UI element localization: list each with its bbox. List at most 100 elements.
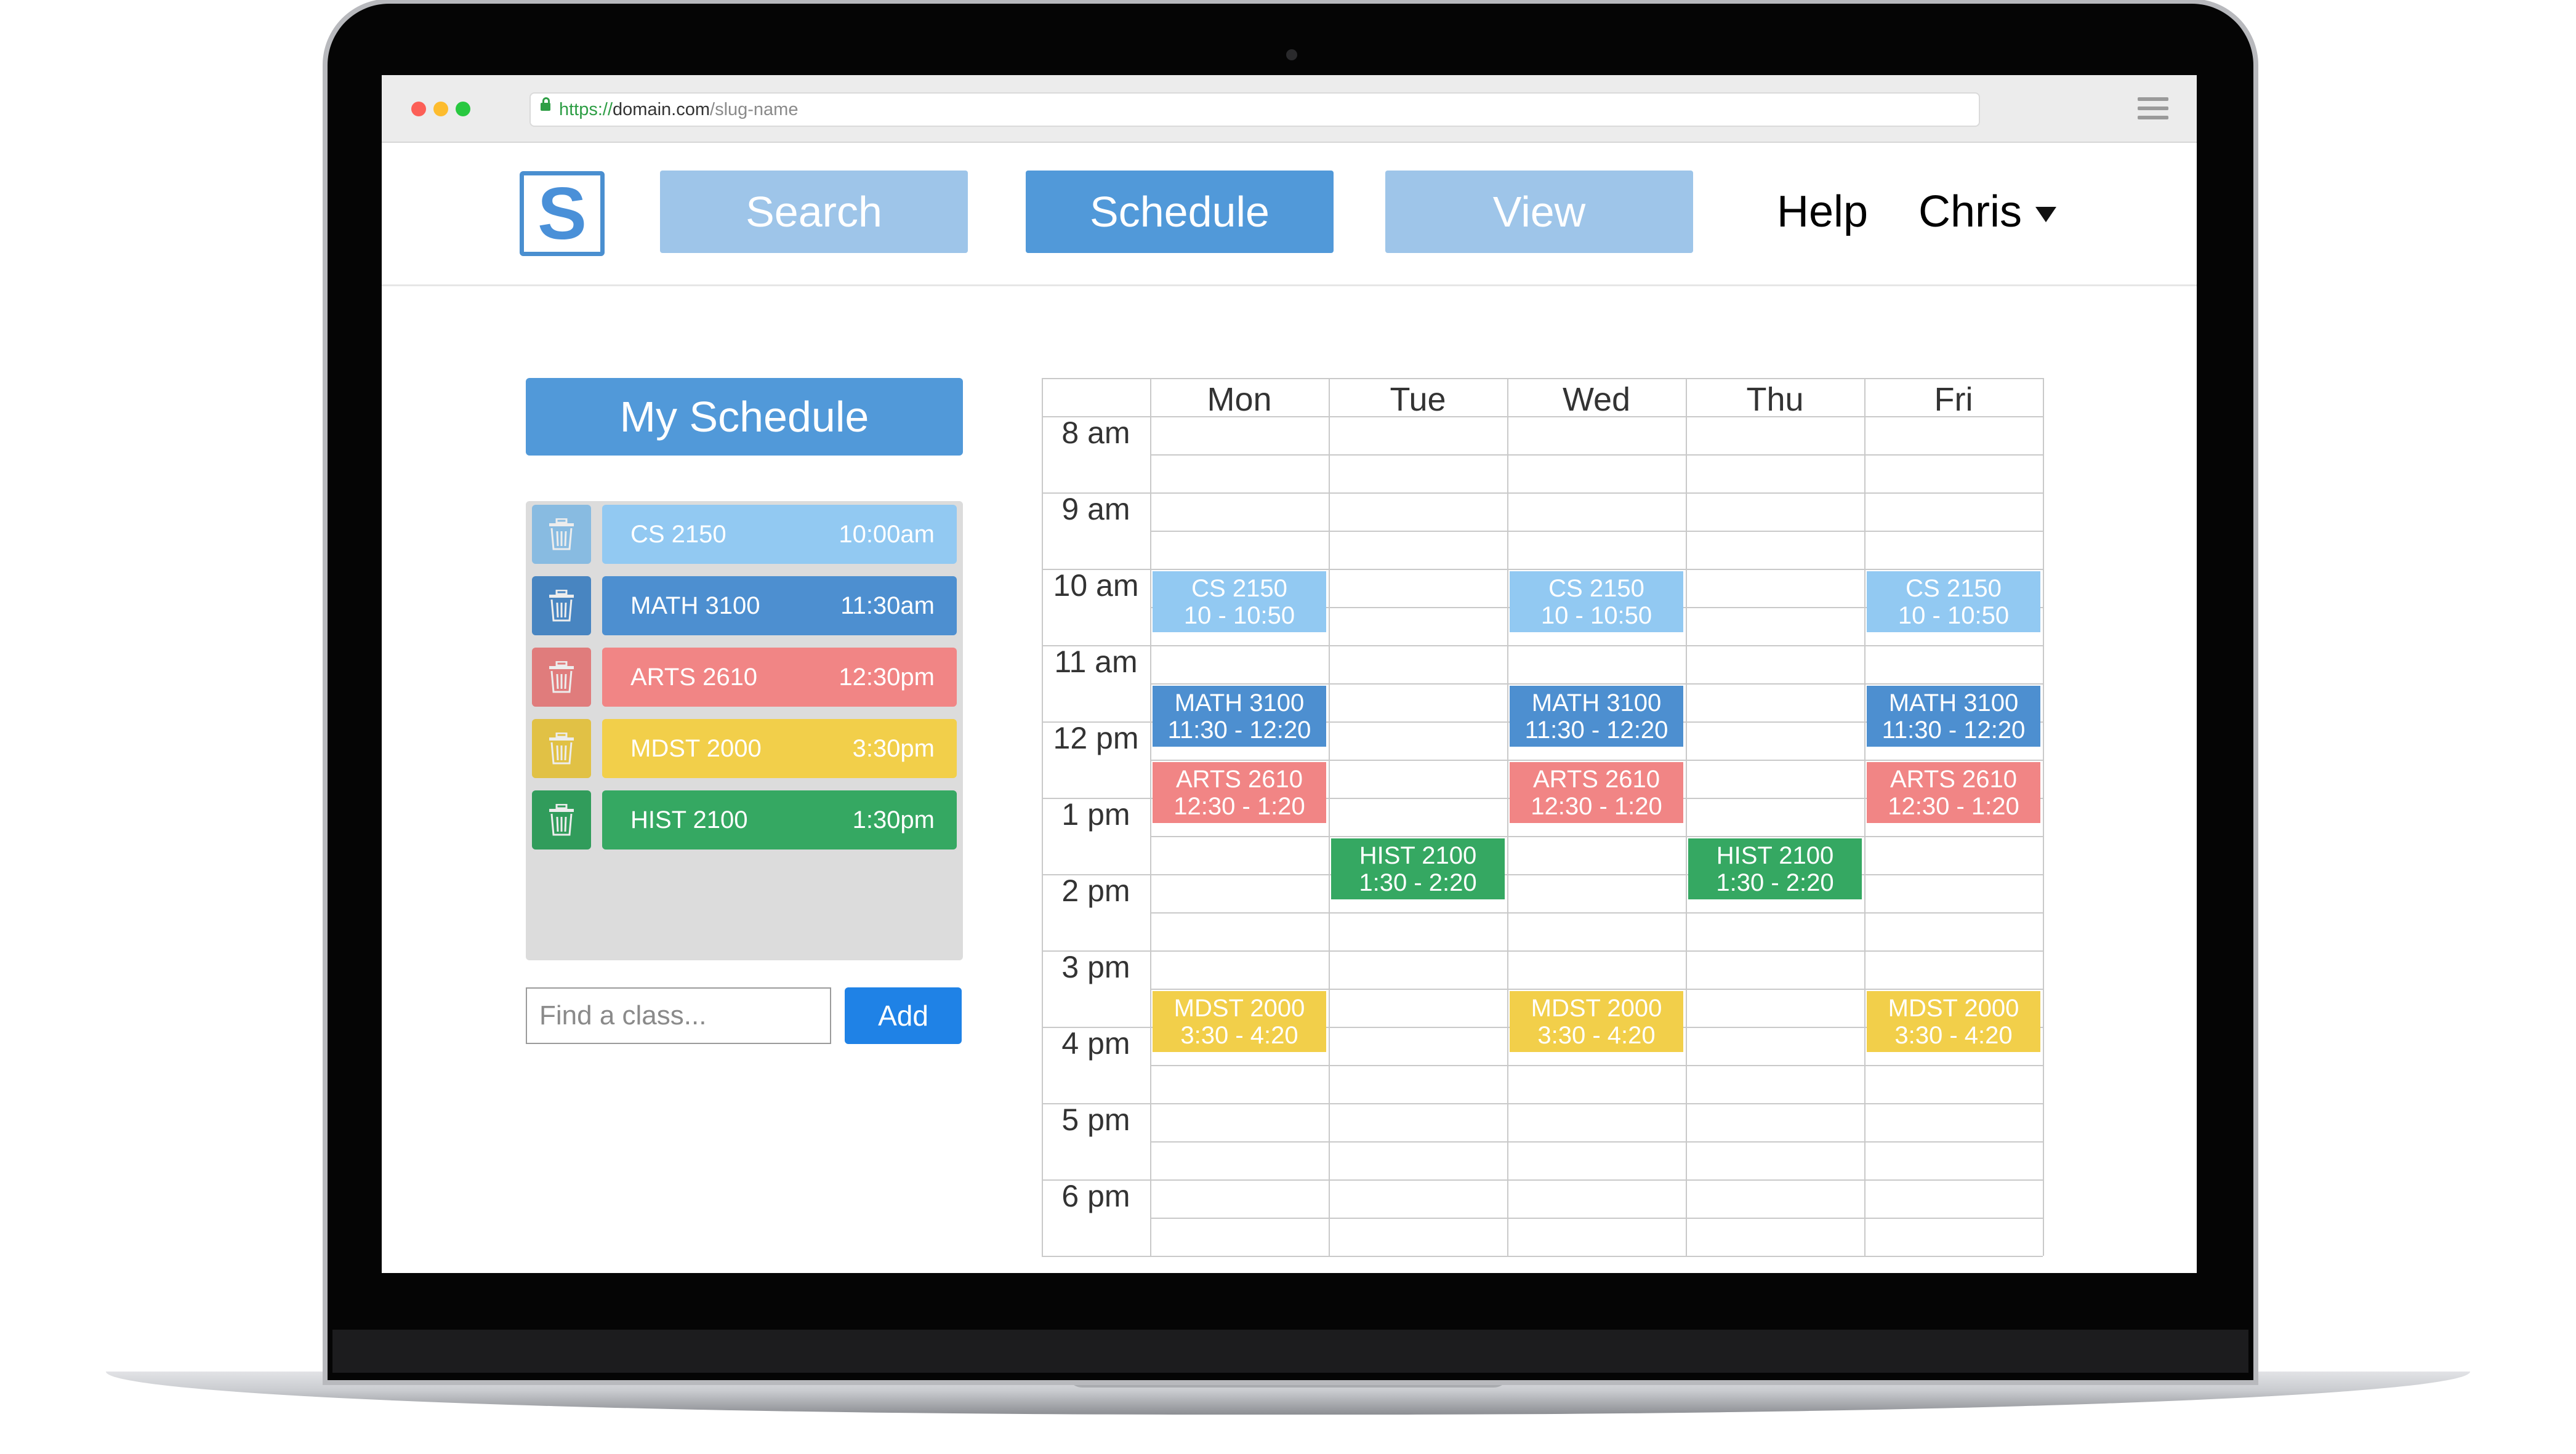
grid-line bbox=[1150, 683, 2043, 685]
hour-label: 8 am bbox=[1061, 416, 1130, 450]
nav-search-button[interactable]: Search bbox=[660, 171, 968, 253]
grid-line bbox=[1150, 1065, 2043, 1066]
screen: https://domain.com/slug-name S Search Sc… bbox=[382, 75, 2197, 1273]
grid-line bbox=[1150, 531, 2043, 532]
event-time: 11:30 - 12:20 bbox=[1882, 717, 2026, 744]
calendar-event[interactable]: HIST 2100 1:30 - 2:20 bbox=[1688, 838, 1862, 899]
calendar-event[interactable]: ARTS 2610 12:30 - 1:20 bbox=[1153, 762, 1326, 823]
user-name: Chris bbox=[1918, 187, 2023, 236]
event-course: MDST 2000 bbox=[1173, 995, 1305, 1022]
calendar-event[interactable]: MDST 2000 3:30 - 4:20 bbox=[1153, 991, 1326, 1052]
event-course: ARTS 2610 bbox=[1532, 766, 1660, 793]
event-course: ARTS 2610 bbox=[1175, 766, 1303, 793]
class-list: CS 2150 10:00am MATH 3100 11:30am ARTS 2610 1… bbox=[526, 501, 963, 960]
event-time: 12:30 - 1:20 bbox=[1173, 793, 1305, 820]
add-button[interactable]: Add bbox=[845, 987, 962, 1044]
class-row: MATH 3100 11:30am bbox=[532, 576, 957, 635]
calendar-event[interactable]: ARTS 2610 12:30 - 1:20 bbox=[1867, 762, 2040, 823]
delete-class-button[interactable] bbox=[532, 505, 591, 564]
calendar-event[interactable]: MDST 2000 3:30 - 4:20 bbox=[1510, 991, 1683, 1052]
nav-schedule-button[interactable]: Schedule bbox=[1026, 171, 1334, 253]
grid-line bbox=[1150, 1218, 2043, 1219]
delete-class-button[interactable] bbox=[532, 576, 591, 635]
class-row: HIST 2100 1:30pm bbox=[532, 790, 957, 850]
class-name: CS 2150 bbox=[630, 521, 727, 548]
grid-line bbox=[1864, 378, 1866, 1256]
grid-line bbox=[1042, 416, 2043, 417]
calendar-event[interactable]: MATH 3100 11:30 - 12:20 bbox=[1867, 686, 2040, 747]
day-header: Mon bbox=[1207, 381, 1272, 418]
menu-icon[interactable] bbox=[2138, 97, 2168, 119]
hour-label: 12 pm bbox=[1053, 721, 1139, 755]
close-window-icon[interactable] bbox=[411, 102, 426, 116]
url-domain: domain.com bbox=[613, 100, 710, 119]
event-course: HIST 2100 bbox=[1359, 842, 1477, 869]
caret-down-icon bbox=[2035, 207, 2057, 223]
grid-line bbox=[1042, 492, 2043, 494]
camera-icon bbox=[1286, 49, 1297, 60]
calendar-event[interactable]: CS 2150 10 - 10:50 bbox=[1510, 571, 1683, 632]
calendar-event[interactable]: MATH 3100 11:30 - 12:20 bbox=[1153, 686, 1326, 747]
grid-line bbox=[1042, 378, 1043, 1256]
class-name: MDST 2000 bbox=[630, 735, 762, 762]
minimize-window-icon[interactable] bbox=[433, 102, 448, 116]
calendar-event[interactable]: CS 2150 10 - 10:50 bbox=[1153, 571, 1326, 632]
class-row: ARTS 2610 12:30pm bbox=[532, 648, 957, 707]
help-link[interactable]: Help bbox=[1777, 187, 1869, 236]
event-time: 10 - 10:50 bbox=[1540, 602, 1652, 629]
grid-line bbox=[1150, 989, 2043, 990]
day-header: Tue bbox=[1390, 381, 1446, 418]
day-header: Wed bbox=[1562, 381, 1631, 418]
class-name: ARTS 2610 bbox=[630, 664, 758, 691]
day-header: Thu bbox=[1746, 381, 1804, 418]
class-time: 10:00am bbox=[839, 521, 935, 548]
calendar-event[interactable]: HIST 2100 1:30 - 2:20 bbox=[1331, 838, 1505, 899]
calendar-event[interactable]: MATH 3100 11:30 - 12:20 bbox=[1510, 686, 1683, 747]
nav-view-button[interactable]: View bbox=[1385, 171, 1693, 253]
grid-line bbox=[1686, 378, 1687, 1256]
class-item[interactable]: MATH 3100 11:30am bbox=[602, 576, 957, 635]
hour-label: 11 am bbox=[1054, 645, 1138, 679]
grid-line bbox=[1042, 378, 2043, 379]
event-time: 1:30 - 2:20 bbox=[1716, 869, 1834, 896]
class-name: MATH 3100 bbox=[630, 592, 760, 619]
maximize-window-icon[interactable] bbox=[456, 102, 470, 116]
find-class-input[interactable] bbox=[526, 987, 831, 1044]
address-bar[interactable]: https://domain.com/slug-name bbox=[529, 92, 1980, 127]
delete-class-button[interactable] bbox=[532, 648, 591, 707]
calendar-event[interactable]: CS 2150 10 - 10:50 bbox=[1867, 571, 2040, 632]
event-time: 3:30 - 4:20 bbox=[1537, 1022, 1656, 1049]
lock-icon bbox=[541, 97, 550, 111]
event-course: MATH 3100 bbox=[1888, 689, 2019, 717]
calendar-event[interactable]: MDST 2000 3:30 - 4:20 bbox=[1867, 991, 2040, 1052]
class-time: 3:30pm bbox=[852, 735, 935, 762]
hour-label: 6 pm bbox=[1061, 1179, 1130, 1213]
my-schedule-heading: My Schedule bbox=[526, 378, 963, 456]
event-time: 10 - 10:50 bbox=[1183, 602, 1295, 629]
hour-label: 3 pm bbox=[1061, 950, 1130, 984]
hour-label: 1 pm bbox=[1061, 797, 1130, 832]
event-time: 1:30 - 2:20 bbox=[1359, 869, 1477, 896]
grid-line bbox=[1150, 1141, 2043, 1143]
event-course: ARTS 2610 bbox=[1890, 766, 2018, 793]
class-item[interactable]: MDST 2000 3:30pm bbox=[602, 719, 957, 778]
hour-label: 5 pm bbox=[1061, 1103, 1130, 1137]
class-item[interactable]: ARTS 2610 12:30pm bbox=[602, 648, 957, 707]
delete-class-button[interactable] bbox=[532, 790, 591, 850]
delete-class-button[interactable] bbox=[532, 719, 591, 778]
event-course: CS 2150 bbox=[1906, 575, 2002, 602]
class-time: 1:30pm bbox=[852, 806, 935, 833]
grid-line bbox=[2043, 378, 2044, 1256]
event-time: 3:30 - 4:20 bbox=[1894, 1022, 2013, 1049]
event-time: 11:30 - 12:20 bbox=[1524, 717, 1668, 744]
event-course: MDST 2000 bbox=[1888, 995, 2019, 1022]
grid-line bbox=[1042, 950, 2043, 952]
class-item[interactable]: HIST 2100 1:30pm bbox=[602, 790, 957, 850]
calendar-event[interactable]: ARTS 2610 12:30 - 1:20 bbox=[1510, 762, 1683, 823]
grid-line bbox=[1042, 1103, 2043, 1104]
app-logo[interactable]: S bbox=[520, 171, 605, 256]
class-item[interactable]: CS 2150 10:00am bbox=[602, 505, 957, 564]
grid-line bbox=[1042, 1256, 2043, 1257]
user-menu[interactable]: Chris bbox=[1918, 171, 2057, 253]
event-course: MATH 3100 bbox=[1174, 689, 1305, 717]
